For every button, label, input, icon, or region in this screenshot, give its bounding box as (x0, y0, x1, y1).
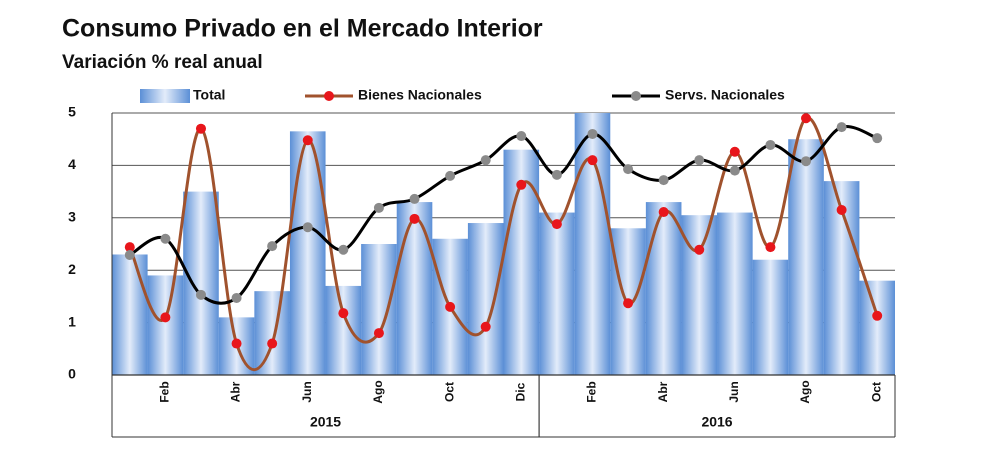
marker (195, 289, 206, 300)
legend-label: Bienes Nacionales (358, 87, 482, 103)
bar (645, 202, 682, 375)
y-tick-label: 5 (68, 104, 76, 120)
legend-marker (324, 91, 334, 101)
y-tick-label: 0 (68, 366, 76, 382)
marker (445, 301, 456, 312)
chart-subtitle: Variación % real anual (62, 52, 263, 73)
marker (445, 170, 456, 181)
bar (396, 202, 433, 375)
marker (124, 250, 135, 261)
bar (788, 139, 824, 375)
bar (254, 291, 290, 375)
y-tick-label: 1 (68, 313, 76, 329)
legend-swatch (140, 89, 190, 103)
marker (872, 310, 883, 321)
legend-label: Servs. Nacionales (665, 87, 785, 103)
bar (539, 212, 575, 375)
marker (231, 338, 242, 349)
bar (574, 113, 611, 375)
bar (147, 275, 184, 375)
marker (373, 328, 384, 339)
chart-title: Consumo Privado en el Mercado Interior (62, 15, 543, 43)
x-tick-label: Oct (869, 382, 883, 402)
bar (361, 244, 397, 375)
marker (729, 165, 740, 176)
x-tick-label: Jun (727, 381, 741, 402)
marker (801, 113, 812, 124)
y-tick-label: 4 (68, 156, 76, 172)
marker (302, 222, 313, 233)
marker (623, 164, 634, 175)
x-tick-label: Ago (798, 380, 812, 403)
marker (551, 219, 562, 230)
marker (729, 146, 740, 157)
marker (480, 155, 491, 166)
marker (765, 139, 776, 150)
x-tick-label: Ago (371, 380, 385, 403)
marker (551, 169, 562, 180)
marker (409, 213, 420, 224)
bar (467, 223, 504, 375)
x-tick-label: Feb (158, 381, 172, 402)
y-tick-label: 3 (68, 209, 76, 225)
marker (516, 179, 527, 190)
marker (516, 131, 527, 142)
bar (717, 212, 753, 375)
bar (859, 280, 895, 375)
marker (160, 312, 171, 323)
marker (801, 156, 812, 167)
marker (267, 241, 278, 252)
group-label: 2015 (310, 414, 341, 430)
marker (195, 123, 206, 134)
bar (752, 259, 789, 375)
marker (302, 135, 313, 146)
marker (765, 242, 776, 253)
marker (587, 128, 598, 139)
bar (325, 285, 362, 375)
marker (160, 233, 171, 244)
line (129, 124, 878, 305)
marker (338, 308, 349, 319)
marker (623, 298, 634, 309)
bar (289, 131, 326, 375)
marker (409, 193, 420, 204)
x-tick-label: Dic (513, 382, 527, 401)
x-tick-label: Feb (585, 381, 599, 402)
marker (836, 204, 847, 215)
x-tick-label: Oct (442, 382, 456, 402)
group-label: 2016 (701, 414, 732, 430)
marker (694, 155, 705, 166)
marker (872, 133, 883, 144)
marker (373, 202, 384, 213)
marker (836, 122, 847, 133)
marker (338, 244, 349, 255)
x-tick-label: Jun (300, 381, 314, 402)
legend-label: Total (193, 87, 225, 103)
y-tick-label: 2 (68, 261, 76, 277)
x-tick-label: Abr (229, 381, 243, 402)
legend-marker (631, 91, 641, 101)
marker (231, 292, 242, 303)
marker (480, 321, 491, 332)
bar (183, 191, 219, 375)
marker (658, 175, 669, 186)
marker (587, 155, 598, 166)
bar (112, 254, 148, 375)
marker (124, 242, 135, 253)
marker (658, 207, 669, 218)
marker (694, 244, 705, 255)
marker (267, 338, 278, 349)
x-tick-label: Abr (656, 381, 670, 402)
